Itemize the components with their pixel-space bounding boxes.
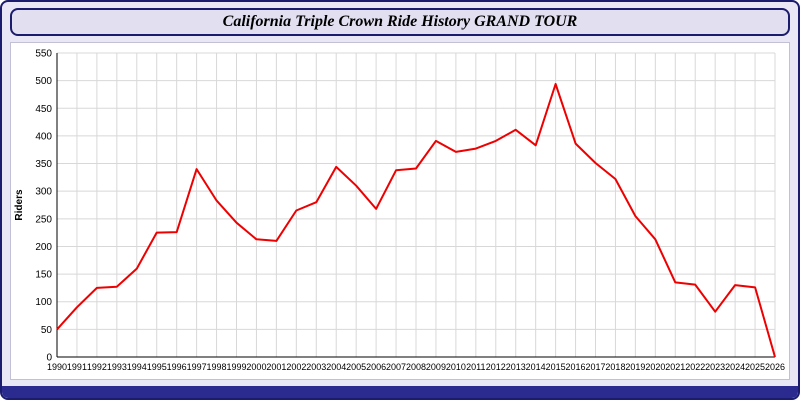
svg-text:2016: 2016: [566, 362, 586, 372]
svg-text:2003: 2003: [306, 362, 326, 372]
svg-text:2023: 2023: [705, 362, 725, 372]
svg-text:1991: 1991: [67, 362, 87, 372]
svg-text:2013: 2013: [506, 362, 526, 372]
svg-text:2026: 2026: [765, 362, 785, 372]
page-title: California Triple Crown Ride History GRA…: [222, 13, 578, 30]
svg-text:2008: 2008: [406, 362, 426, 372]
svg-text:450: 450: [35, 104, 52, 115]
svg-text:2005: 2005: [346, 362, 366, 372]
chart-panel: 0 50 100 150 200 250 300 350 400 450 500 550 1990 199…: [10, 42, 790, 380]
svg-text:1990: 1990: [47, 362, 67, 372]
svg-text:500: 500: [35, 76, 52, 87]
svg-text:250: 250: [35, 214, 52, 225]
svg-text:0: 0: [46, 353, 52, 364]
svg-text:2006: 2006: [366, 362, 386, 372]
bottom-bar: [2, 386, 798, 398]
svg-text:2015: 2015: [546, 362, 566, 372]
svg-text:1992: 1992: [87, 362, 107, 372]
title-bar: California Triple Crown Ride History GRA…: [10, 8, 790, 36]
svg-text:350: 350: [35, 159, 52, 170]
svg-text:Riders: Riders: [14, 189, 25, 221]
svg-text:1994: 1994: [127, 362, 147, 372]
svg-text:2014: 2014: [526, 362, 546, 372]
svg-text:1995: 1995: [147, 362, 167, 372]
svg-text:2000: 2000: [246, 362, 266, 372]
svg-text:2009: 2009: [426, 362, 446, 372]
svg-text:2007: 2007: [386, 362, 406, 372]
svg-text:1997: 1997: [187, 362, 207, 372]
svg-text:1998: 1998: [207, 362, 227, 372]
svg-text:2001: 2001: [266, 362, 286, 372]
svg-text:400: 400: [35, 131, 52, 142]
svg-text:2018: 2018: [605, 362, 625, 372]
svg-text:2024: 2024: [725, 362, 745, 372]
svg-text:300: 300: [35, 187, 52, 198]
svg-text:2012: 2012: [486, 362, 506, 372]
svg-text:2010: 2010: [446, 362, 466, 372]
svg-text:200: 200: [35, 242, 52, 253]
svg-text:50: 50: [41, 325, 53, 336]
svg-text:2017: 2017: [585, 362, 605, 372]
svg-text:1999: 1999: [226, 362, 246, 372]
svg-text:1993: 1993: [107, 362, 127, 372]
svg-text:2004: 2004: [326, 362, 346, 372]
svg-text:2020: 2020: [645, 362, 665, 372]
svg-text:2019: 2019: [625, 362, 645, 372]
svg-text:1996: 1996: [167, 362, 187, 372]
svg-text:2002: 2002: [286, 362, 306, 372]
svg-text:2025: 2025: [745, 362, 765, 372]
svg-text:2022: 2022: [685, 362, 705, 372]
svg-text:100: 100: [35, 297, 52, 308]
svg-text:2021: 2021: [665, 362, 685, 372]
svg-text:550: 550: [35, 49, 52, 60]
svg-text:150: 150: [35, 270, 52, 281]
svg-text:2011: 2011: [466, 362, 485, 372]
